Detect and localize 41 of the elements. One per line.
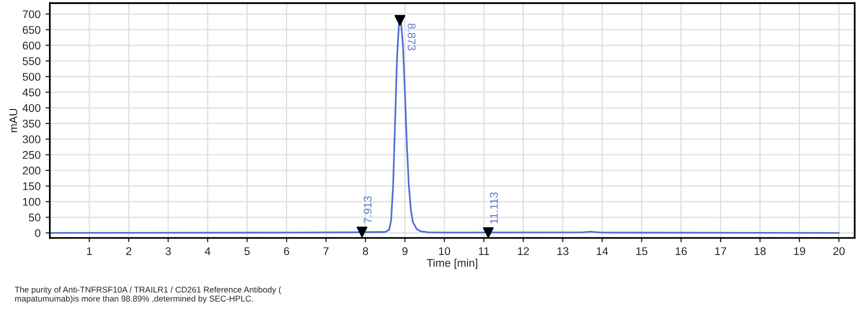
x-tick-label: 16: [676, 247, 687, 256]
x-tick-label: 6: [284, 247, 290, 256]
x-tick-label: 7: [323, 247, 329, 255]
x-tick-label: 5: [244, 247, 250, 256]
annotation: 7.913: [364, 196, 372, 224]
y-tick-label: 600: [22, 42, 40, 50]
x-tick-label: 9: [402, 247, 408, 256]
x-tick-label: 18: [754, 247, 766, 256]
y-tick-label: 150: [23, 182, 40, 190]
y-tick-label: 550: [22, 57, 40, 66]
x-tick-label: 12: [518, 247, 529, 255]
x-tick-label: 4: [204, 247, 210, 255]
x-tick-label: 3: [166, 247, 171, 256]
y-tick-label: 400: [22, 104, 40, 112]
x-tick-label: 17: [715, 247, 726, 255]
y-tick-label: 250: [22, 151, 40, 159]
x-tick-label: 10: [439, 247, 450, 256]
y-tick-label: 100: [23, 198, 40, 206]
x-tick-label: 15: [636, 247, 648, 256]
annotation: 8.873: [408, 24, 416, 50]
y-tick-label: 700: [22, 10, 40, 18]
x-tick-label: 11: [478, 247, 490, 255]
y-tick-label: 50: [28, 214, 40, 222]
text: The purity of Anti-TNFRSF10A / TRAILR1 / CD261 Reference Antibody ( mapatumumab)is more than 98.89% ,determined by SEC-HPLC.: [14, 286, 282, 304]
x-tick-label: 19: [794, 247, 806, 256]
y-tick-label: 300: [22, 135, 40, 144]
y-tick-label: 500: [22, 72, 40, 81]
x-tick-label: 20: [833, 247, 845, 256]
y-tick-label: 200: [22, 166, 40, 175]
x-tick-label: 13: [557, 247, 568, 256]
y-tick-label: 450: [22, 88, 40, 96]
x-axis-title: Time [min]: [426, 258, 478, 270]
x-tick-label: 14: [596, 247, 608, 255]
annotation: 11.113: [490, 192, 498, 224]
y-axis-title: mAU: [10, 109, 18, 132]
x-tick-label: 8: [362, 247, 368, 256]
y-tick-label: 350: [22, 120, 40, 128]
y-tick-label: 0: [35, 229, 40, 238]
x-tick-label: 2: [126, 247, 132, 255]
x-tick-label: 1: [87, 247, 92, 255]
y-tick-label: 650: [22, 26, 40, 34]
